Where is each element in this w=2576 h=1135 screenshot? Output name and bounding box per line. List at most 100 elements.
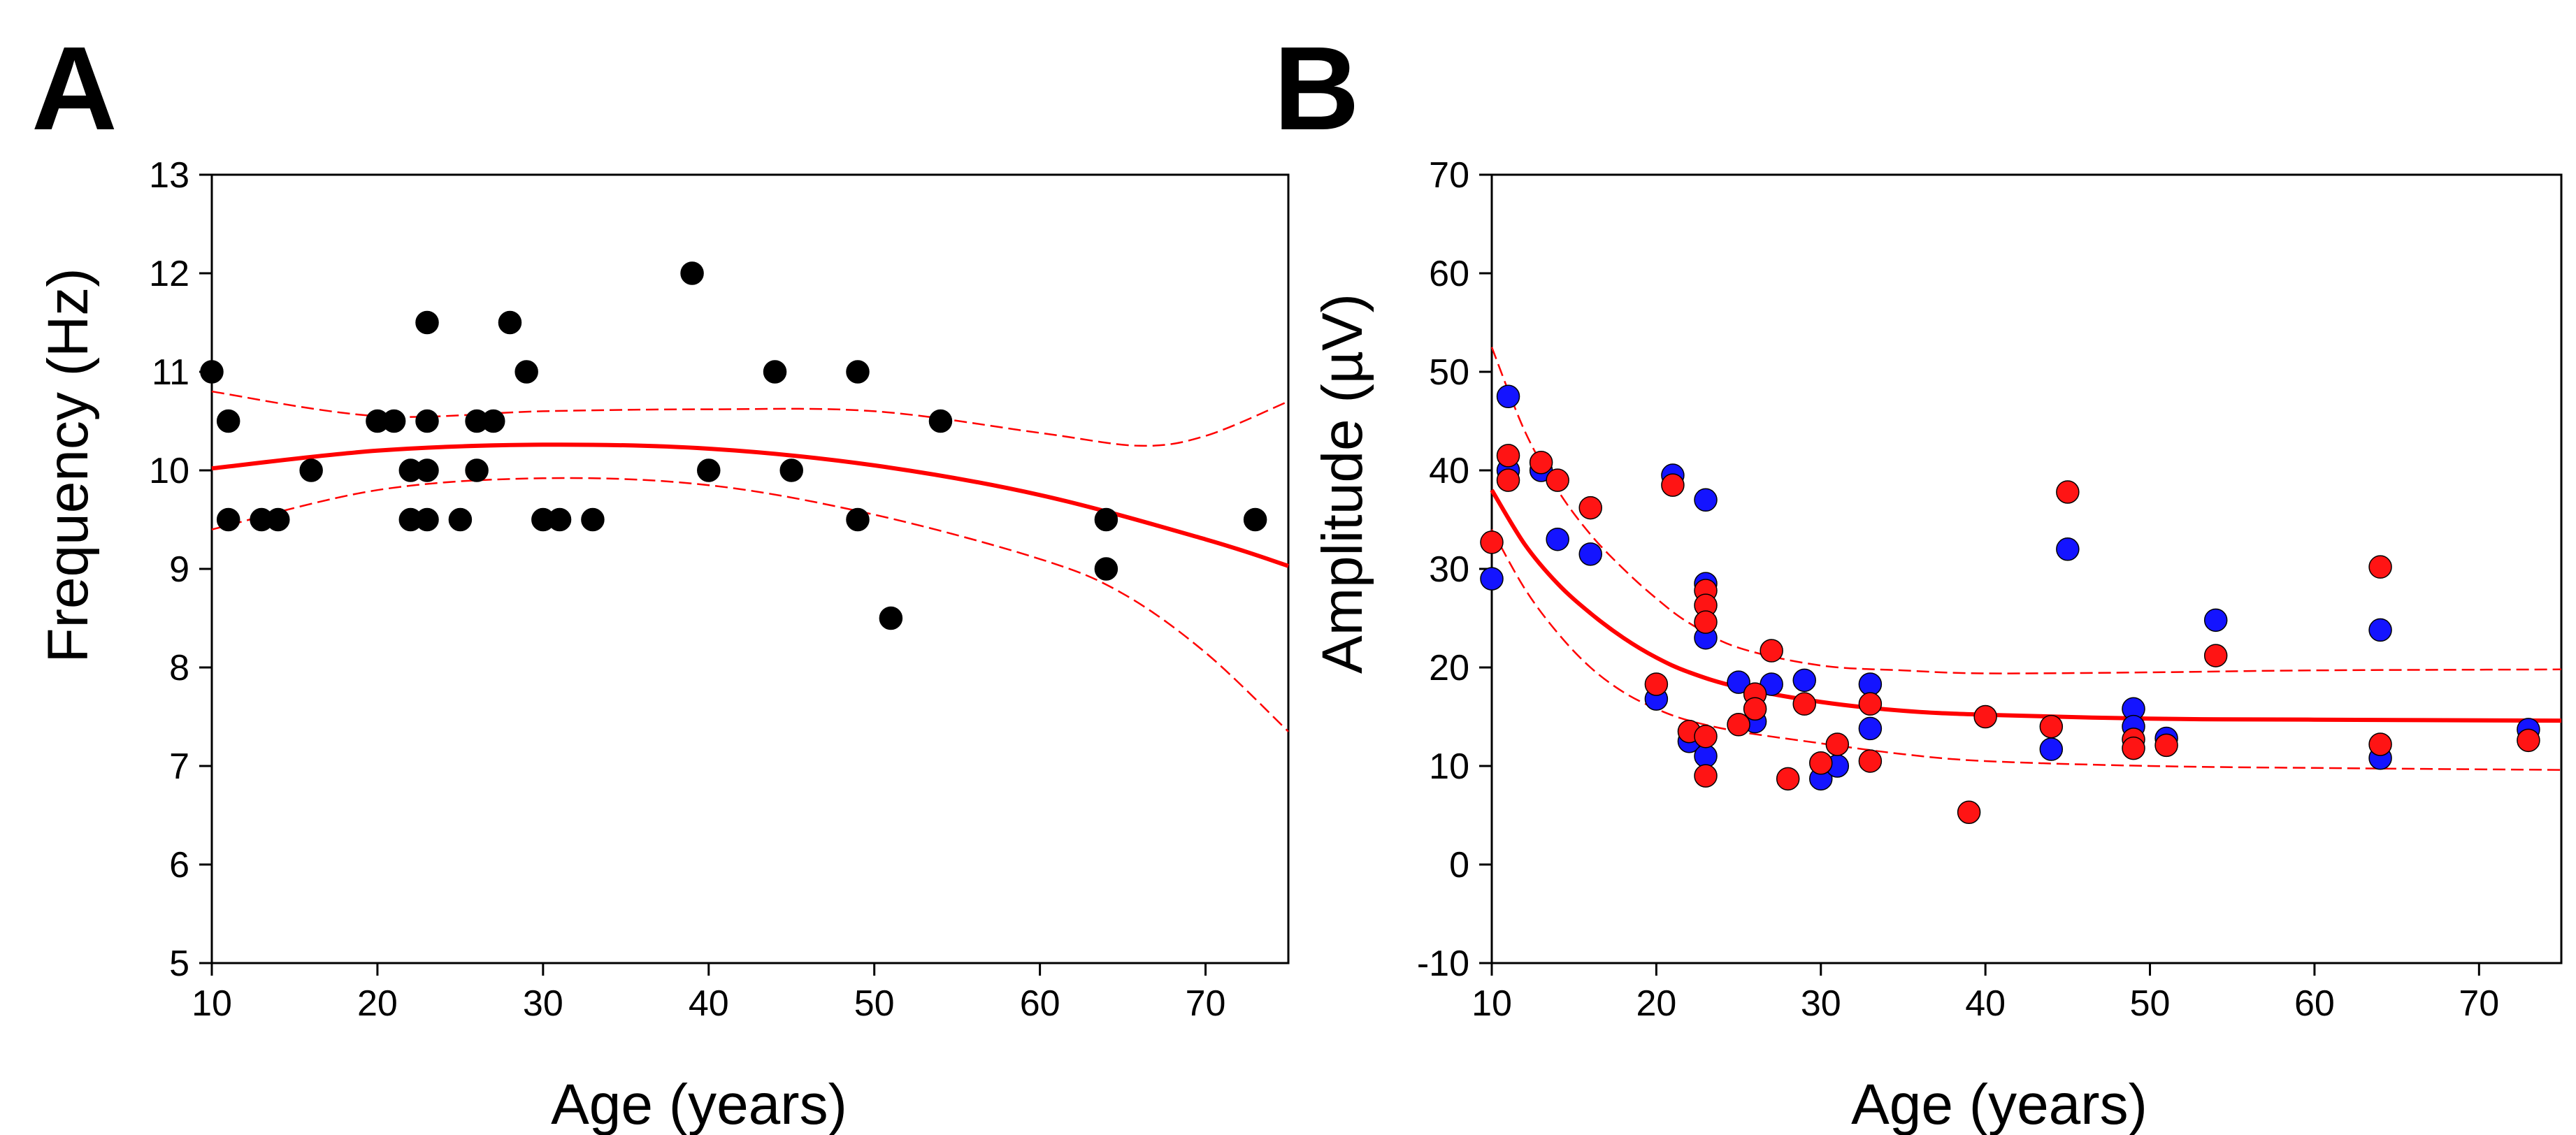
panel-b-data-point-series-1: [1858, 692, 1883, 716]
panel-b-data-point-series-1: [1644, 672, 1669, 696]
panel-b-y-tick-label: 30: [1429, 549, 1469, 590]
panel-b-data-point-series-0: [1727, 670, 1750, 694]
panel-a-lower-confidence-line: [211, 477, 1289, 732]
panel-b-data-point-series-1: [1694, 724, 1718, 749]
panel-a-data-point-series-0: [515, 360, 538, 384]
panel-b-data-point-series-0: [2203, 608, 2228, 632]
panel-a-y-tick-label: 5: [169, 944, 189, 984]
panel-a-data-point-series-0: [415, 310, 439, 335]
panel-b-data-point-series-0: [1480, 567, 1504, 591]
panel-b-data-point-series-1: [1792, 692, 1816, 716]
panel-a-data-point-series-0: [216, 409, 240, 433]
panel-b-data-point-series-0: [2056, 537, 2080, 561]
panel-a-x-tick-label: 10: [192, 983, 232, 1024]
panel-b-data-point-series-1: [1480, 530, 1504, 554]
panel-b-data-point-series-1: [2039, 714, 2064, 739]
panel-b-y-tick-label: 40: [1429, 451, 1469, 491]
panel-b-x-tick-label: 70: [2459, 983, 2499, 1024]
panel-a-data-point-series-0: [1243, 507, 1267, 532]
panel-b-y-tick-label: -10: [1417, 944, 1469, 984]
panel-a-y-tick-label: 9: [169, 549, 189, 590]
panel-b-x-tick-label: 40: [1965, 983, 2006, 1024]
panel-b-data-point-series-0: [1578, 542, 1602, 566]
panel-a-data-point-series-0: [763, 360, 787, 384]
panel-a-y-tick-label: 8: [169, 648, 189, 688]
panel-b-data-point-series-1: [1858, 749, 1883, 773]
panel-a-data-point-series-0: [879, 606, 903, 630]
panel-a-data-point-series-0: [448, 507, 473, 532]
panel-b-y-axis-label: Amplitude (µV): [1311, 294, 1374, 674]
panel-a-data-point-series-0: [1094, 557, 1118, 581]
panel-b-data-point-series-1: [1957, 800, 1981, 825]
panel-b-x-axis-label: Age (years): [1851, 1073, 2147, 1135]
panel-a-upper-confidence-line: [211, 390, 1289, 447]
panel-a-data-point-series-0: [415, 409, 439, 433]
panel-b-y-tick-label: 70: [1429, 155, 1469, 196]
panel-b-x-tick-label: 20: [1636, 983, 1676, 1024]
panel-b-y-tick-label: 50: [1429, 352, 1469, 393]
panel-a-x-tick-label: 20: [357, 983, 398, 1024]
panel-b-upper-confidence-line: [1490, 347, 2562, 674]
panel-b-data-point-series-1: [1661, 473, 1685, 497]
panel-a-data-point-series-0: [547, 507, 572, 532]
panel-a-data-point-series-0: [415, 507, 439, 532]
panel-b-x-tick-label: 60: [2294, 983, 2335, 1024]
panel-b: B 10 20 30 40 50 60 70 -10 0 10 20 30 40 50 60 70 Age (…: [1274, 22, 2563, 1135]
panel-a-data-point-series-0: [482, 409, 505, 433]
panel-b-frame: [1490, 173, 2563, 964]
panel-b-data-point-series-1: [1694, 764, 1718, 788]
panel-b-x-tick-label: 10: [1472, 983, 1512, 1024]
panel-b-data-point-series-1: [1973, 704, 1997, 729]
panel-b-data-point-series-1: [2517, 728, 2540, 753]
panel-a-x-axis-label: Age (years): [551, 1073, 847, 1135]
panel-b-data-point-series-1: [2056, 480, 2080, 504]
panel-b-plot-area: 10 20 30 40 50 60 70 -10 0 10 20 30 40 50 60 70: [1417, 155, 2563, 1024]
panel-a-data-point-series-0: [680, 261, 704, 285]
panel-b-data-point-series-1: [1694, 610, 1718, 634]
panel-b-data-point-series-1: [1760, 639, 1783, 663]
panel-b-data-point-series-1: [2154, 733, 2178, 758]
panel-b-data-point-series-0: [2039, 737, 2064, 761]
panel-b-data-point-series-1: [1809, 751, 1833, 775]
panel-b-data-point-series-1: [1529, 450, 1553, 475]
panel-a-frame: [210, 173, 1290, 964]
panel-b-data-point-series-1: [1727, 713, 1750, 737]
panel-a-x-tick-label: 50: [854, 983, 895, 1024]
panel-a-y-tick-label: 12: [149, 254, 189, 294]
panel-b-data-point-series-1: [2203, 644, 2228, 667]
panel-a: A 10 20 30 40 50 60 70 5 6 7 8 9 10 11 12 13 Age (years…: [31, 22, 1290, 1135]
panel-a-regression-line: [211, 442, 1289, 568]
panel-b-data-point-series-0: [1694, 488, 1718, 512]
panel-a-letter: A: [31, 22, 117, 155]
panel-b-letter: B: [1274, 22, 1360, 155]
panel-a-y-tick-label: 10: [149, 451, 189, 491]
panel-b-y-tick-label: 10: [1429, 746, 1469, 787]
panel-a-x-tick-label: 30: [523, 983, 563, 1024]
panel-b-data-point-series-1: [2122, 736, 2145, 760]
panel-a-data-point-series-0: [846, 360, 870, 384]
panel-b-x-tick-label: 30: [1801, 983, 1841, 1024]
panel-b-data-point-series-0: [1858, 716, 1883, 741]
panel-b-x-tick-label: 50: [2130, 983, 2171, 1024]
panel-b-data-point-series-1: [1743, 697, 1767, 721]
panel-b-data-point-series-0: [1546, 527, 1569, 551]
panel-a-y-tick-label: 7: [169, 746, 189, 787]
panel-a-x-tick-label: 60: [1020, 983, 1060, 1024]
panel-a-y-tick-label: 6: [169, 845, 189, 885]
panel-b-data-point-series-1: [1546, 468, 1569, 492]
panel-a-plot-area: 10 20 30 40 50 60 70 5 6 7 8 9 10 11 12 13: [149, 155, 1290, 1024]
panel-b-data-point-series-0: [1496, 384, 1520, 408]
panel-b-y-tick-label: 60: [1429, 254, 1469, 294]
panel-b-data-point-series-1: [2368, 555, 2392, 579]
panel-b-data-point-series-0: [1858, 672, 1883, 696]
panel-b-data-point-series-1: [1776, 767, 1800, 791]
panel-a-y-tick-label: 11: [152, 352, 189, 393]
panel-a-data-point-series-0: [928, 409, 953, 433]
panel-a-data-point-series-0: [846, 507, 870, 532]
panel-b-y-tick-label: 0: [1449, 845, 1469, 885]
panel-b-data-point-series-1: [1825, 732, 1850, 756]
panel-a-data-point-series-0: [465, 458, 489, 482]
panel-b-data-point-series-0: [1694, 744, 1718, 768]
panel-b-data-point-series-1: [1496, 444, 1520, 468]
panel-a-data-point-series-0: [1094, 507, 1118, 532]
